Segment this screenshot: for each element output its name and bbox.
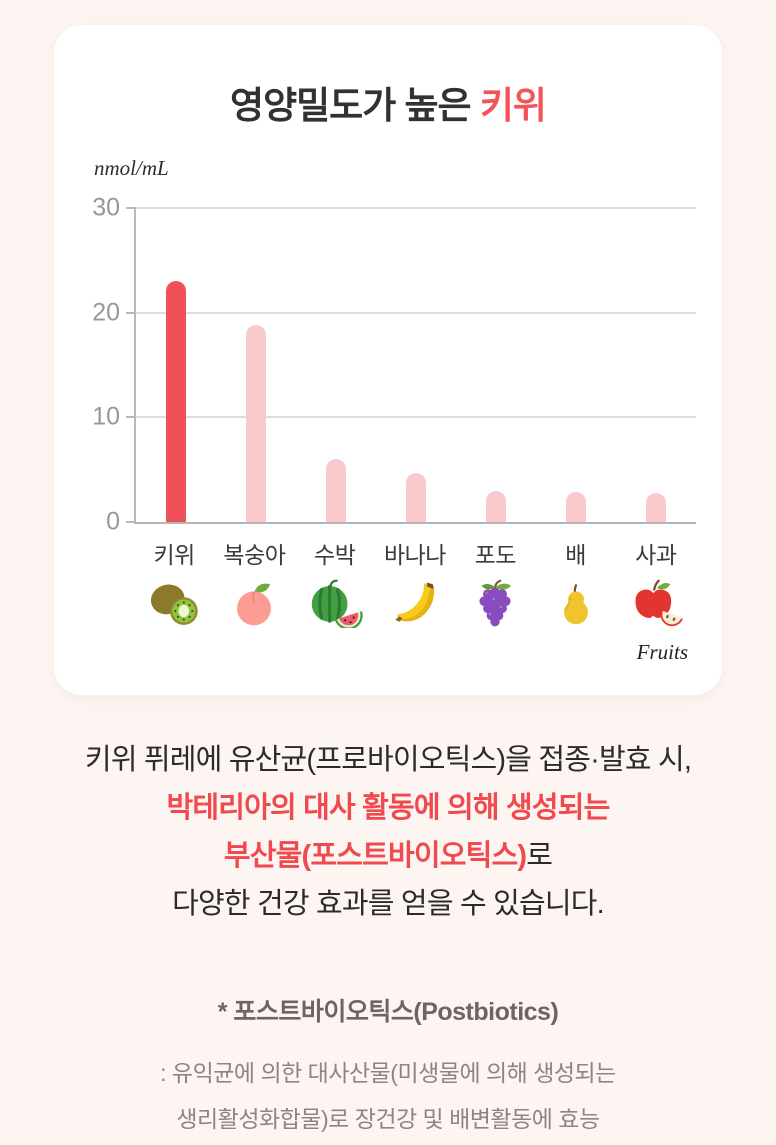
y-axis-tick-label: 10 xyxy=(92,402,120,431)
description-line-3-black: 로 xyxy=(526,840,553,872)
bar xyxy=(246,325,266,522)
description-line-4: 다양한 건강 효과를 얻을 수 있습니다. xyxy=(172,888,605,920)
description-line-3-red: 부산물(포스트바이오틱스) xyxy=(223,840,527,872)
footnote-line-1: : 유익균에 의한 대사산물(미생물에 의해 생성되는 xyxy=(160,1060,616,1086)
y-axis-unit-label: nmol/mL xyxy=(94,156,169,180)
y-axis-tick xyxy=(126,416,136,419)
y-axis-tick-label: 20 xyxy=(92,298,120,327)
category-label-row: 키위 복숭아 수박 바나나 포도 배 사과 xyxy=(134,524,696,570)
bar-column xyxy=(216,208,296,522)
description-line-1: 키위 퓌레에 유산균(프로바이오틱스)을 접종·발효 시, xyxy=(84,744,692,776)
bar-column xyxy=(616,208,696,522)
gridline xyxy=(136,416,696,419)
pear-icon xyxy=(535,574,615,632)
bars-layer xyxy=(136,208,696,522)
footnote-line-2: 생리활성화합물)로 장건강 및 배변활동에 효능 xyxy=(176,1106,600,1132)
bar-column xyxy=(376,208,456,522)
description-line-2: 박테리아의 대사 활동에 의해 생성되는 xyxy=(166,792,610,824)
x-axis-label: Fruits xyxy=(636,640,688,664)
page-title-text: 영양밀도가 높은 xyxy=(230,85,480,126)
page-title: 영양밀도가 높은 키위 xyxy=(54,75,722,129)
bar xyxy=(406,472,426,522)
y-axis-tick xyxy=(126,207,136,209)
bar xyxy=(646,492,666,522)
category-label: 포도 xyxy=(474,542,517,568)
fruit-icon-row xyxy=(134,570,696,632)
banana-icon xyxy=(375,574,455,632)
bar-column xyxy=(136,208,216,522)
category-label: 바나나 xyxy=(383,542,446,568)
title-highlight: 키위 xyxy=(479,85,547,126)
peach-icon xyxy=(214,574,294,632)
watermelon-icon xyxy=(295,574,375,632)
category-label: 키위 xyxy=(153,542,195,568)
gridline xyxy=(136,311,696,314)
bar-chart-plot-area: 0 10 20 30 xyxy=(92,194,696,536)
description-line-3: 부산물(포스트바이오틱스)로 xyxy=(0,832,776,880)
chart-card: 영양밀도가 높은 키위 nmol/mL 0 10 20 30 키위 복숭아 수박 바나나 포도… xyxy=(54,25,722,695)
category-label: 복숭아 xyxy=(223,542,286,568)
bar-column xyxy=(536,208,616,522)
bar xyxy=(566,491,586,522)
bar xyxy=(166,281,186,522)
y-axis-tick xyxy=(126,311,136,314)
description-paragraph: 키위 퓌레에 유산균(프로바이오틱스)을 접종·발효 시, 박테리아의 대사 활… xyxy=(0,736,776,928)
category-label: 수박 xyxy=(314,542,356,568)
y-axis-tick xyxy=(126,521,136,523)
footnote-body: : 유익균에 의한 대사산물(미생물에 의해 생성되는 생리활성화합물)로 장건… xyxy=(0,1050,776,1142)
gridline xyxy=(136,207,696,209)
bar xyxy=(326,459,346,522)
y-axis-tick-label: 30 xyxy=(92,193,120,222)
apple-icon xyxy=(616,574,696,632)
kiwi-icon xyxy=(134,574,214,632)
bar-column xyxy=(456,208,536,522)
y-axis-tick-label: 0 xyxy=(106,507,120,536)
footnote-title: * 포스트바이오틱스(Postbiotics) xyxy=(217,998,559,1026)
footnote: * 포스트바이오틱스(Postbiotics) : 유익균에 의한 대사산물(미… xyxy=(0,992,776,1142)
category-label: 사과 xyxy=(635,542,677,568)
category-label: 배 xyxy=(565,542,586,568)
bar-column xyxy=(296,208,376,522)
grape-icon xyxy=(455,574,535,632)
bar xyxy=(486,490,506,522)
